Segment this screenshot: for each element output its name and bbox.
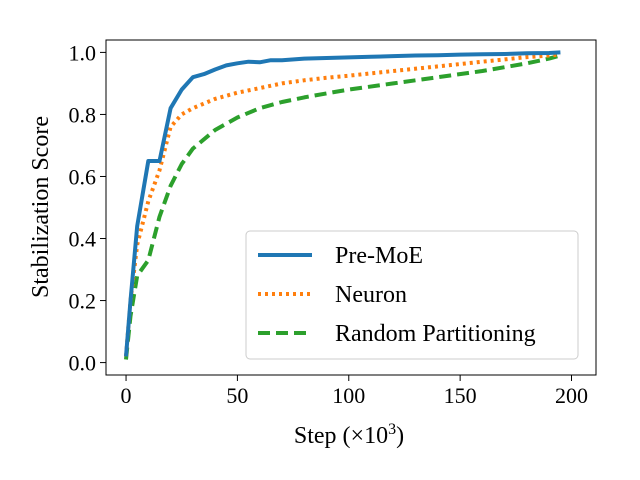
x-axis-ticks: 0 50 100 150 200 — [121, 375, 588, 408]
series-line-pre-moe — [124, 50, 561, 357]
y-tick-label: 0.6 — [69, 164, 97, 189]
y-tick-label: 0.0 — [69, 351, 97, 376]
legend-label: Random Partitioning — [335, 321, 536, 347]
y-tick-label: 0.2 — [69, 289, 97, 314]
legend-label: Pre-MoE — [335, 243, 423, 269]
y-axis-title: Stabilization Score — [28, 116, 54, 298]
series-layer — [124, 50, 561, 360]
plot-area-frame — [105, 39, 597, 376]
x-axis-title-close: ) — [396, 423, 404, 449]
legend-box — [245, 230, 579, 360]
series-line-random-partitioning — [124, 53, 561, 360]
y-tick-label: 0.4 — [69, 227, 97, 252]
y-tick-label: 1.0 — [69, 40, 97, 65]
x-tick-label: 200 — [555, 383, 588, 408]
series-line-neuron — [124, 52, 561, 357]
legend: Pre-MoE Neuron Random Partitioning — [245, 230, 579, 360]
x-axis-title-exponent: 3 — [388, 421, 396, 438]
legend-label: Neuron — [335, 282, 407, 308]
y-tick-label: 0.8 — [69, 102, 97, 127]
x-tick-label: 0 — [121, 383, 132, 408]
x-tick-label: 50 — [226, 383, 248, 408]
x-tick-label: 150 — [444, 383, 477, 408]
x-axis-title: Step (×103) — [294, 421, 404, 449]
y-axis-ticks: 0.0 0.2 0.4 0.6 0.8 1.0 — [69, 40, 106, 376]
x-tick-label: 100 — [332, 383, 365, 408]
